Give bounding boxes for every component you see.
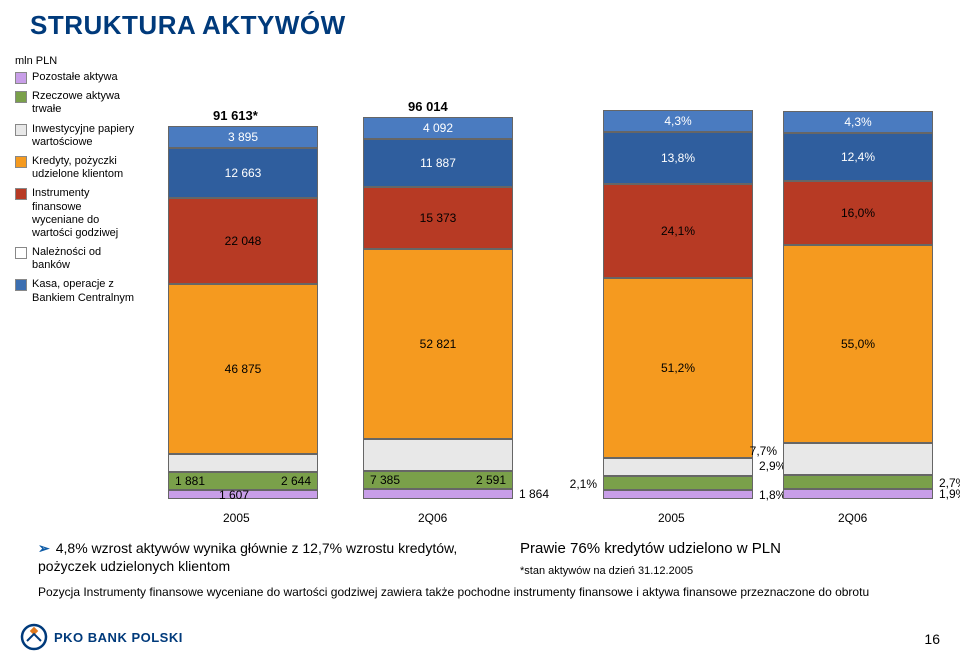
bar-segment-kasa: 4,3% [603, 110, 753, 132]
legend-item: Inwestycyjne papiery wartościowe [15, 123, 135, 149]
logo-icon [20, 623, 48, 651]
x-axis-label: 2005 [658, 511, 685, 525]
bar-segment-pozostale: 1 864 [363, 489, 513, 499]
x-axis-label: 2Q06 [838, 511, 867, 525]
x-axis-label: 2Q06 [418, 511, 447, 525]
bar-segment-papiery: 2,9% [603, 458, 753, 476]
legend-item: Kasa, operacje z Bankiem Centralnym [15, 278, 135, 304]
bar-segment-pozostale: 1,9% [783, 489, 933, 499]
legend-item: Pozostałe aktywa [15, 71, 135, 84]
legend-swatch [15, 72, 27, 84]
legend-label: Należności od banków [32, 246, 135, 272]
legend-swatch [15, 188, 27, 200]
bar-segment-rzeczowe: 7 3852 591 [363, 471, 513, 489]
legend-swatch [15, 91, 27, 103]
bar-segment-kasa: 4 092 [363, 117, 513, 139]
bar-segment-kredyty: 46 875 [168, 284, 318, 454]
page-number: 16 [924, 631, 940, 647]
legend-label: Kredyty, pożyczki udzielone klientom [32, 155, 135, 181]
bullet-content: 4,8% wzrost aktywów wynika głównie z 12,… [38, 540, 457, 574]
bar: 1 6071 8812 64446 87522 04812 6633 89591… [168, 126, 318, 499]
logo: PKO BANK POLSKI [20, 623, 183, 651]
legend-item: Należności od banków [15, 246, 135, 272]
bar-segment-pozostale: 1,8% [603, 490, 753, 499]
bar: 1,9%2,7%7,7%55,0%16,0%12,4%4,3% [783, 111, 933, 499]
bar-segment-naleznosci: 12,4% [783, 133, 933, 181]
bar-segment-naleznosci: 11 887 [363, 139, 513, 187]
logo-text: PKO BANK POLSKI [54, 630, 183, 645]
legend: mln PLN Pozostałe aktywa Rzeczowe aktywa … [15, 55, 135, 311]
bar-segment-instrumenty: 16,0% [783, 181, 933, 245]
legend-swatch [15, 247, 27, 259]
bar-segment-kredyty: 52 821 [363, 249, 513, 439]
legend-label: Instrumenty finansowe wyceniane do warto… [32, 187, 135, 240]
bar-segment-rzeczowe: 2,1% [603, 476, 753, 490]
bar-segment-naleznosci: 13,8% [603, 132, 753, 184]
x-axis-label: 2005 [223, 511, 250, 525]
bar-segment-rzeczowe: 2,7% [783, 475, 933, 489]
bar-total-label: 96 014 [408, 99, 448, 114]
bar-segment-kredyty: 55,0% [783, 245, 933, 443]
legend-item: Rzeczowe aktywa trwałe [15, 90, 135, 116]
bullet-text: ➢4,8% wzrost aktywów wynika głównie z 12… [38, 540, 468, 575]
bar-total-label: 91 613* [213, 108, 258, 123]
bar: 1,8%2,1%2,9%51,2%24,1%13,8%4,3% [603, 110, 753, 499]
bar-segment-papiery: 7,7% [783, 443, 933, 475]
legend-label: Kasa, operacje z Bankiem Centralnym [32, 278, 135, 304]
bar-segment-kasa: 4,3% [783, 111, 933, 133]
bar-segment-instrumenty: 24,1% [603, 184, 753, 278]
bar-segment-pozostale: 1 607 [168, 490, 318, 499]
bar-segment-instrumenty: 22 048 [168, 198, 318, 284]
page-title: STRUKTURA AKTYWÓW [30, 10, 346, 41]
legend-item: Kredyty, pożyczki udzielone klientom [15, 155, 135, 181]
legend-item: Instrumenty finansowe wyceniane do warto… [15, 187, 135, 240]
chevron-icon: ➢ [38, 540, 50, 556]
bar-segment-papiery [168, 454, 318, 472]
bar-segment-rzeczowe: 1 8812 644 [168, 472, 318, 490]
bar: 1 8647 3852 59152 82115 37311 8874 09296… [363, 117, 513, 499]
bar-segment-instrumenty: 15 373 [363, 187, 513, 249]
bar-segment-kasa: 3 895 [168, 126, 318, 148]
bar-segment-kredyty: 51,2% [603, 278, 753, 458]
footnote: Pozycja Instrumenty finansowe wyceniane … [38, 585, 918, 600]
legend-label: Pozostałe aktywa [32, 71, 118, 84]
asterisk-note: *stan aktywów na dzień 31.12.2005 [520, 565, 693, 577]
right-note: Prawie 76% kredytów udzielono w PLN [520, 540, 781, 557]
legend-swatch [15, 279, 27, 291]
legend-heading: mln PLN [15, 55, 135, 67]
bar-segment-naleznosci: 12 663 [168, 148, 318, 198]
legend-swatch [15, 156, 27, 168]
bar-segment-papiery [363, 439, 513, 471]
legend-label: Rzeczowe aktywa trwałe [32, 90, 135, 116]
legend-swatch [15, 124, 27, 136]
legend-label: Inwestycyjne papiery wartościowe [32, 123, 135, 149]
chart-area: 1 6071 8812 644 46 87522 04812 6633 895 91… [148, 55, 943, 525]
